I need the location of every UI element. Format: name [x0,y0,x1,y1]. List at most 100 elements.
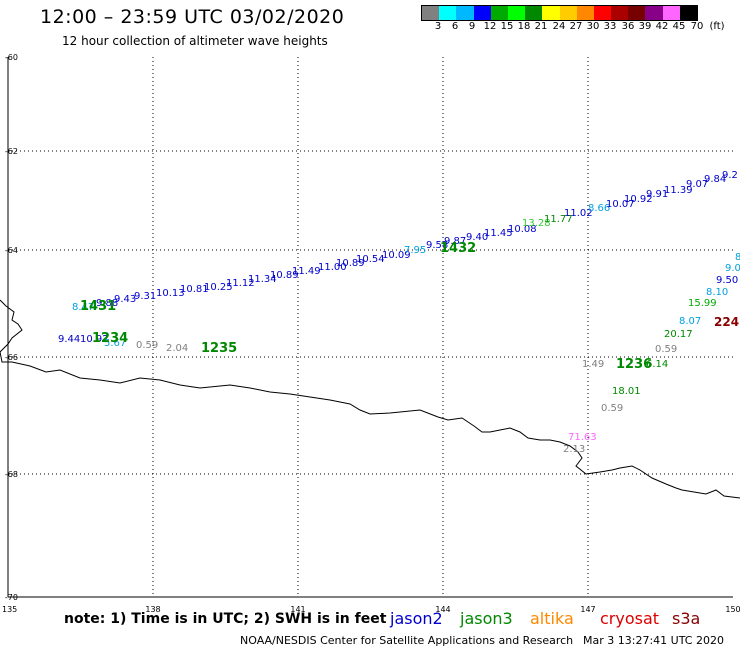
wave-height-label: 8.66 [588,203,610,214]
colorbar-swatch [559,6,577,20]
wave-height-label: 224 [714,315,739,329]
wave-height-label: 11.49 [292,266,321,277]
wave-height-label: 10.81 [180,284,209,295]
wave-height-label: 9.91 [646,189,668,200]
colorbar-tick-label: 39 [638,21,652,32]
wave-height-label: 9.07 [686,179,708,190]
wave-height-label: 10.92 [80,334,109,345]
timestamp: Mar 3 13:27:41 UTC 2020 [583,634,724,647]
colorbar-swatch [456,6,474,20]
colorbar-tick-label: 24 [552,21,566,32]
wave-height-labels: 8.47 9.889.439.31 10.1310.8110.2511.1211.3… [58,170,740,455]
colorbar-tick-label: 33 [603,21,617,32]
wave-height-label: 11.02 [564,208,593,219]
wave-height-label: 9.88 [96,298,118,309]
colorbar-tick-label: 42 [655,21,669,32]
wave-height-label: 9.58 [426,240,448,251]
colorbar-tick-label: 70 [690,21,704,32]
colorbar-swatch [645,6,663,20]
wave-height-label: 2.13 [563,444,585,455]
wave-height-label: 71.63 [568,432,597,443]
colorbar-swatch [422,6,440,20]
colorbar-tick-label: 30 [586,21,600,32]
latitude-label: -62 [5,147,18,156]
wave-height-label: 9.40 [466,232,488,243]
colorbar-legend [421,5,698,21]
wave-height-label: 10.13 [156,288,185,299]
longitude-label: 141 [290,605,305,614]
colorbar-tick-label: 45 [672,21,686,32]
satellite-legend-item: jason3 [460,609,513,628]
wave-height-label: 13.28 [522,218,551,229]
wave-height-label: 9.50 [716,275,738,286]
wave-height-label: 10.07 [606,199,635,210]
colorbar-swatch [576,6,594,20]
satellite-legend-item: cryosat [600,609,660,628]
coastline [0,299,740,499]
satellite-legend-item: jason2 [390,609,443,628]
wave-height-label: 11.34 [248,274,277,285]
wave-height-label: 11.77 [544,214,573,225]
wave-height-label: 11.39 [664,185,693,196]
track-time-label: 1234 [92,331,128,346]
wave-height-label: 7.95 [404,245,426,256]
page-subtitle: 12 hour collection of altimeter wave hei… [62,34,328,48]
colorbar-swatch [679,6,697,20]
colorbar-swatch [490,6,508,20]
wave-height-label: 10.89 [270,270,299,281]
wave-height-label: 10.54 [356,254,385,265]
wave-height-label: 10.08 [508,224,537,235]
colorbar-labels: 3 6 9 12 15 18 21 24 27 30 33 36 39 42 45 70 (ft) [421,21,740,35]
longitude-label: 144 [435,605,450,614]
colorbar-swatch [542,6,560,20]
colorbar-swatch [593,6,612,20]
graticule-grid [7,57,733,598]
latitude-label: -64 [5,246,18,255]
colorbar-swatch [662,6,680,20]
wave-height-label: 0.59 [136,340,158,351]
colorbar-tick-label: 15 [500,21,514,32]
wave-height-label: 9.0 [725,263,740,274]
colorbar-swatch [507,6,526,20]
track-time-label: 1235 [201,341,237,356]
colorbar-tick-label: 12 [483,21,497,32]
wave-height-label: 6.14 [646,359,668,370]
wave-height-label: 9.44 [58,334,80,345]
colorbar-swatch [473,6,491,20]
wave-height-label: 9.31 [134,291,156,302]
wave-height-label: 9.87 [444,236,466,247]
longitude-label: 138 [145,605,160,614]
colorbar-swatch [525,6,543,20]
wave-height-label: 11.45 [484,228,513,239]
wave-height-label: 15.99 [688,298,717,309]
antarctic-coastline [0,299,740,499]
wave-height-label: 9.2 [722,170,738,181]
wave-height-label: 10.25 [204,282,233,293]
wave-height-label: 8.07 [679,316,701,327]
axis-labels: -60 -62 -64 -66 -68 -70 135 138 141 144 147 150 [2,53,740,614]
colorbar-swatch [611,6,629,20]
colorbar-tick-label: 36 [621,21,635,32]
wave-height-label: 2.04 [166,343,188,354]
colorbar-tick-label: 18 [517,21,531,32]
latitude-label: -60 [5,53,18,62]
wave-height-label: 11.12 [226,278,255,289]
colorbar-swatch [439,6,457,20]
longitude-label: 147 [580,605,595,614]
satellite-legend-item: altika [530,609,574,628]
track-time-label: 1236 [616,357,652,372]
wave-height-label: 8.10 [706,287,728,298]
longitude-label: 150 [725,605,740,614]
footer-note: note: 1) Time is in UTC; 2) SWH is in fe… [64,611,387,627]
latitude-label: -66 [5,353,18,362]
wave-height-label: 0.59 [655,344,677,355]
colorbar-tick-label: (ft) [709,21,725,32]
wave-height-label: 9.84 [704,174,726,185]
wave-height-label: 11.00 [318,262,347,273]
colorbar-tick-label: 3 [434,21,442,32]
satellite-legend-item: s3a [672,609,701,628]
colorbar-tick-label: 21 [534,21,548,32]
wave-height-label: 10.09 [382,250,411,261]
